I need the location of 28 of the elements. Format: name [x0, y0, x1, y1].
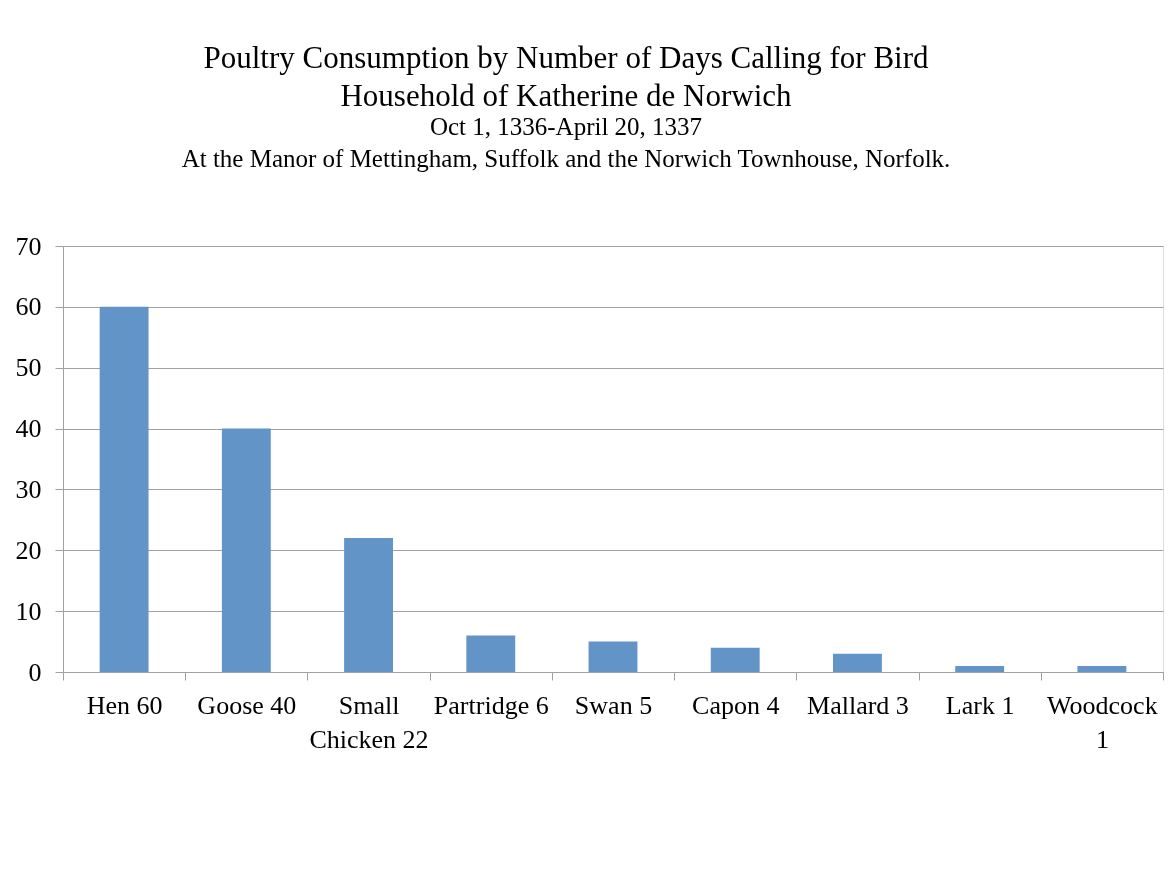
- x-tick-label: Lark 1: [945, 690, 1015, 720]
- chart-subtitle: Oct 1, 1336-April 20, 1337 At the Manor of Mettingham, Suffolk and the Norwich Townhouse, Norfolk.: [181, 113, 951, 172]
- bar: [466, 635, 516, 672]
- bar: [99, 306, 149, 672]
- x-tick-label: Swan 5: [574, 690, 653, 720]
- x-tick-label: Small Chicken 22: [309, 690, 429, 754]
- x-tick-label: Woodcock 1: [1047, 690, 1158, 754]
- bar: [710, 647, 760, 672]
- x-tick-label: Capon 4: [692, 690, 780, 720]
- bar: [833, 653, 882, 672]
- bar: [588, 641, 638, 672]
- y-tick-label: 30: [15, 474, 42, 504]
- y-tick-label: 10: [15, 596, 42, 626]
- chart-title: Poultry Consumption by Number of Days Calling for Bird Household of Katherine de Norwich: [203, 40, 929, 113]
- x-tick-label: Partridge 6: [433, 690, 549, 720]
- x-tick-label: Hen 60: [86, 690, 163, 720]
- y-tick-label: 40: [15, 414, 42, 444]
- bar: [344, 538, 393, 672]
- y-tick-label: 20: [15, 535, 42, 565]
- y-tick-label: 0: [28, 657, 42, 687]
- x-tick-label: Goose 40: [197, 690, 297, 720]
- x-tick-label: Mallard 3: [807, 690, 909, 720]
- bar: [221, 428, 271, 672]
- bar: [955, 665, 1005, 672]
- y-tick-label: 70: [15, 231, 42, 261]
- y-tick-label: 50: [15, 353, 42, 383]
- bar: [1077, 665, 1127, 672]
- y-tick-label: 60: [15, 292, 42, 322]
